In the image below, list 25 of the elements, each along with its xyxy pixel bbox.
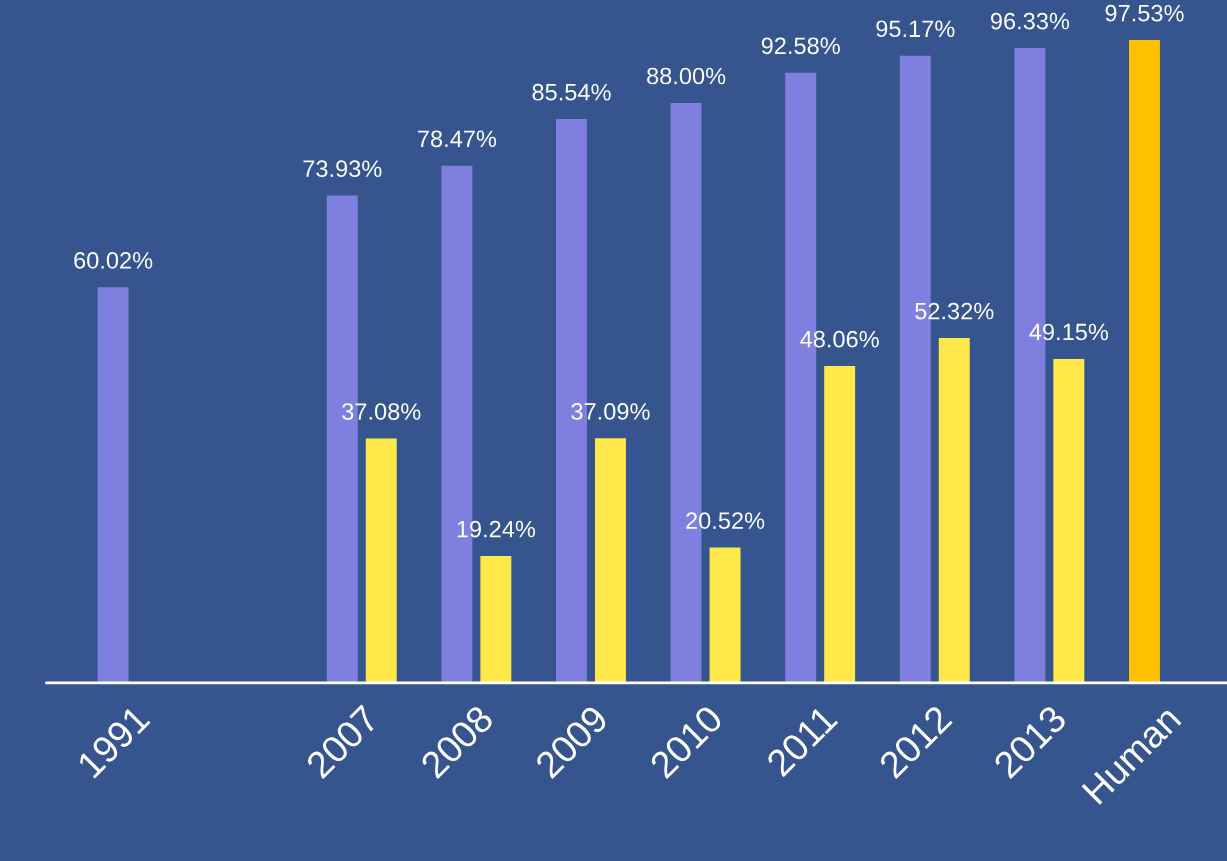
bar: [1053, 358, 1085, 683]
data-label: 96.33%: [990, 12, 1070, 30]
data-label: 48.06%: [800, 330, 879, 348]
bar: [824, 366, 856, 683]
data-label: 52.32%: [915, 302, 994, 320]
data-label: 88.00%: [647, 67, 726, 85]
bar: [365, 438, 397, 683]
data-label: 60.02%: [74, 252, 153, 269]
bar: [97, 287, 129, 683]
bar: [480, 555, 512, 683]
bar: [594, 438, 626, 683]
bar: [709, 547, 741, 683]
data-label: 49.15%: [1029, 323, 1109, 341]
bar: [938, 338, 970, 683]
data-label: 73.93%: [303, 160, 382, 178]
data-label: 37.08%: [342, 403, 421, 420]
data-label: 92.58%: [761, 37, 840, 55]
bar: [1129, 40, 1160, 683]
data-label: 85.54%: [532, 83, 611, 101]
data-label: 37.09%: [571, 403, 650, 420]
data-label: 19.24%: [457, 520, 536, 538]
data-label: 95.17%: [876, 20, 955, 38]
data-label: 78.47%: [418, 130, 497, 148]
data-label: 97.53%: [1105, 4, 1184, 22]
data-label: 20.52%: [686, 512, 765, 529]
